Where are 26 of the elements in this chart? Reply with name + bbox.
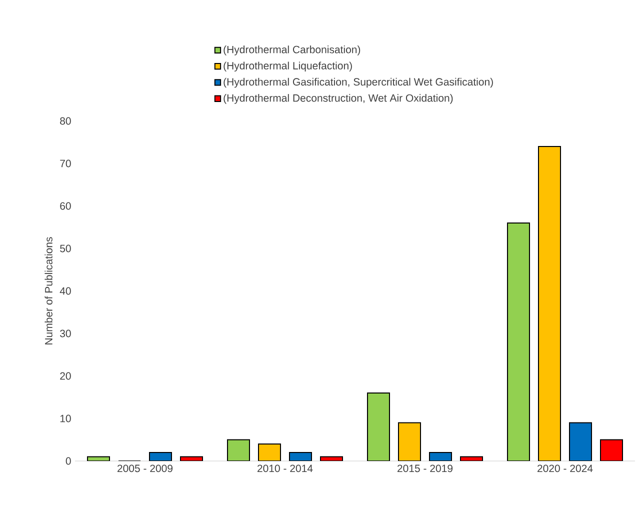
y-tick-label: 70 xyxy=(60,160,71,168)
legend-label: (Hydrothermal Deconstruction, Wet Air Oxidation) xyxy=(224,94,453,104)
y-tick-label: 50 xyxy=(60,244,71,252)
bar xyxy=(258,444,281,461)
bar xyxy=(569,422,592,461)
y-tick-label: 60 xyxy=(60,202,71,210)
bar xyxy=(507,222,530,461)
bar xyxy=(367,392,390,461)
x-tick-label: 2020 - 2024 xyxy=(538,464,593,472)
y-tick-label: 40 xyxy=(60,287,71,295)
y-tick-label: 0 xyxy=(66,457,71,465)
y-tick-label: 20 xyxy=(60,372,71,380)
x-tick-label: 2005 - 2009 xyxy=(118,464,173,472)
x-tick-label: 2010 - 2014 xyxy=(258,464,313,472)
y-tick-label: 80 xyxy=(60,117,71,125)
y-tick-label: 30 xyxy=(60,330,71,338)
bar xyxy=(600,439,624,461)
bar xyxy=(538,146,562,461)
x-tick-label: 2015 - 2019 xyxy=(398,464,453,472)
legend-label: (Hydrothermal Gasification, Supercritical Wet Gasification) xyxy=(224,78,493,88)
legend-label: (Hydrothermal Carbonisation) xyxy=(224,46,360,56)
bar xyxy=(398,422,421,461)
legend-label: (Hydrothermal Liquefaction) xyxy=(224,62,352,72)
y-axis-title: Number of Publications xyxy=(44,237,52,344)
y-tick-label: 10 xyxy=(60,414,71,422)
bar xyxy=(227,439,250,461)
